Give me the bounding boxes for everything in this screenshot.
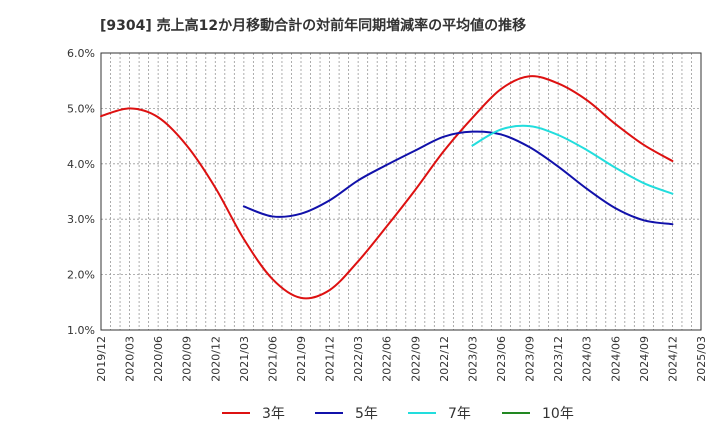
x-tick-label: 2020/03 (124, 336, 137, 382)
y-tick-label: 2.0% (67, 269, 95, 282)
chart-title: [9304] 売上高12か月移動合計の対前年同期増減率の平均値の推移 (100, 17, 526, 34)
x-tick-label: 2024/12 (666, 336, 679, 382)
x-tick-label: 2024/09 (638, 336, 651, 382)
x-tick-label: 2023/06 (495, 336, 508, 382)
legend: 3年 5年 7年 10年 (222, 406, 574, 422)
series-line-2 (242, 130, 674, 226)
y-tick-label: 5.0% (67, 102, 95, 115)
series-line-1 (100, 75, 674, 300)
plot-background (101, 53, 701, 330)
y-tick-label: 3.0% (67, 213, 95, 226)
x-axis: 2019/12 2020/03 2020/06 2020/09 2020/12 2021/… (95, 336, 708, 382)
x-tick-label: 2024/03 (581, 336, 594, 382)
x-tick-label: 2025/03 (695, 336, 708, 382)
x-tick-label: 2020/12 (209, 336, 222, 382)
plot-area (100, 52, 702, 331)
x-tick-label: 2020/06 (152, 336, 165, 382)
x-tick-label: 2020/09 (181, 336, 194, 382)
plot-frame (100, 52, 702, 331)
x-tick-label: 2021/09 (295, 336, 308, 382)
x-tick-label: 2022/12 (438, 336, 451, 382)
legend-label-4: 10年 (542, 406, 574, 422)
y-axis: 1.0% 2.0% 3.0% 4.0% 5.0% 6.0% (67, 47, 95, 337)
series-layer (100, 75, 674, 300)
y-tick-label: 6.0% (67, 47, 95, 60)
x-tick-label: 2019/12 (95, 336, 108, 382)
x-tick-label: 2022/09 (409, 336, 422, 382)
x-tick-label: 2022/06 (381, 336, 394, 382)
legend-label-2: 5年 (355, 406, 378, 422)
x-tick-label: 2021/12 (324, 336, 337, 382)
x-tick-label: 2021/03 (238, 336, 251, 382)
series-line-3 (471, 124, 674, 195)
y-tick-label: 1.0% (67, 324, 95, 337)
y-tick-label: 4.0% (67, 158, 95, 171)
x-tick-label: 2023/03 (466, 336, 479, 382)
legend-label-1: 3年 (262, 406, 285, 422)
x-tick-label: 2023/12 (552, 336, 565, 382)
x-tick-label: 2023/09 (524, 336, 537, 382)
x-tick-label: 2022/03 (352, 336, 365, 382)
legend-label-3: 7年 (448, 406, 471, 422)
x-tick-label: 2024/06 (609, 336, 622, 382)
x-tick-label: 2021/06 (266, 336, 279, 382)
